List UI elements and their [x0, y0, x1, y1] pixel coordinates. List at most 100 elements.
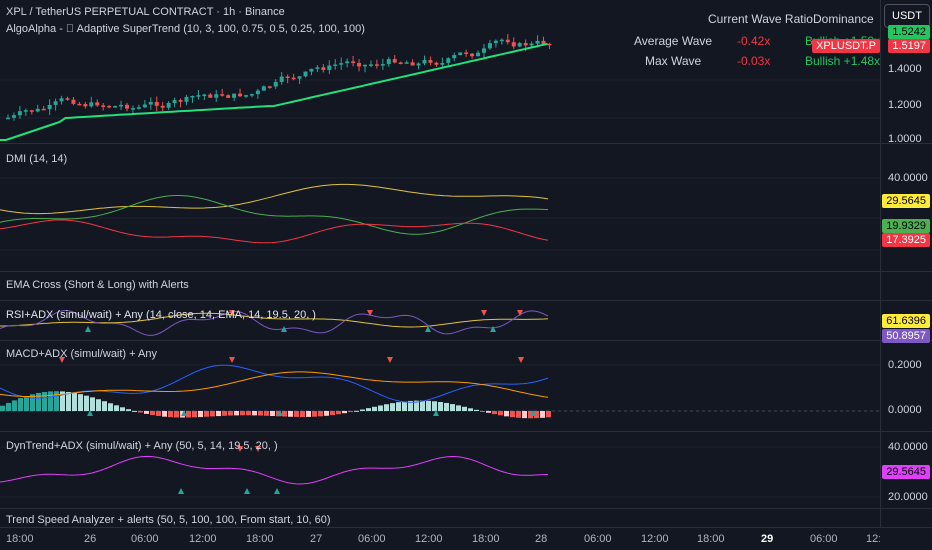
time-label: 18:00 [472, 533, 500, 545]
candle-body [482, 48, 486, 53]
macd-histogram-bar [198, 411, 203, 418]
candle-body [279, 76, 284, 82]
buy-signal-arrow [87, 410, 93, 416]
candle-body [41, 108, 46, 111]
macd-histogram-bar [396, 402, 401, 411]
macd-histogram-bar [330, 411, 335, 416]
candle-body [101, 105, 106, 107]
candle-body [214, 94, 219, 98]
macd-histogram-bar [282, 411, 287, 417]
supertrend-line [0, 42, 548, 141]
adx-line [0, 309, 549, 336]
candle-body [190, 96, 195, 98]
currency-button[interactable]: USDT [884, 4, 930, 28]
candle-body [368, 64, 373, 66]
macd-histogram-bar [126, 409, 131, 411]
dmi-adx-line [0, 183, 549, 215]
candle-body [333, 64, 338, 67]
pane-separator[interactable] [0, 508, 932, 509]
pane-separator[interactable] [0, 143, 932, 144]
dyntrend-line [0, 455, 549, 485]
candle-body [47, 104, 52, 110]
macd-histogram-bar [438, 402, 443, 411]
candle-body [535, 40, 540, 44]
time-label: 18:00 [697, 533, 725, 545]
macd-histogram-bar [96, 399, 101, 411]
candle-body [434, 62, 439, 65]
macd-histogram-bar [432, 401, 437, 411]
macd-histogram-bar [534, 411, 539, 419]
time-label: 06:00 [358, 533, 386, 545]
candle-body [440, 62, 445, 65]
candle-body [428, 60, 433, 63]
macd-histogram-bar [204, 411, 209, 417]
dyntrend-badge: 29.5645 [882, 465, 930, 479]
macd-histogram-bar [240, 411, 245, 416]
dmi-tick: 40.0000 [888, 172, 928, 184]
pane-separator[interactable] [0, 271, 932, 272]
candle-body [107, 105, 112, 108]
macd-histogram-bar [510, 411, 515, 418]
indicator-legend-trend-speed[interactable]: Trend Speed Analyzer + alerts (50, 5, 10… [6, 514, 331, 526]
macd-histogram-bar [132, 410, 137, 412]
macd-tick: 0.2000 [888, 359, 922, 371]
macd-histogram-bar [30, 394, 35, 411]
candle-body [148, 102, 153, 105]
macd-histogram-bar [150, 411, 155, 416]
macd-histogram-bar [270, 411, 275, 417]
candle-body [178, 100, 183, 102]
macd-histogram-bar [408, 400, 413, 411]
candle-body [244, 95, 248, 97]
macd-histogram-bar [174, 411, 179, 418]
pane-separator[interactable] [0, 300, 932, 301]
time-label: 12:00 [189, 533, 217, 545]
time-label: 18:00 [6, 533, 34, 545]
macd-histogram-bar [6, 402, 11, 411]
indicator-legend-rsi-adx[interactable]: RSI+ADX (simul/wait) + Any (14, close, 1… [6, 309, 316, 321]
indicator-legend-dmi[interactable]: DMI (14, 14) [6, 153, 68, 165]
macd-histogram-bar [402, 401, 407, 411]
macd-histogram-bar [168, 411, 173, 418]
symbol-title[interactable]: XPL / TetherUS PERPETUAL CONTRACT · 1h ·… [6, 6, 285, 18]
pane-separator[interactable] [0, 431, 932, 432]
macd-histogram-bar [90, 397, 95, 411]
macd-histogram-bar [348, 411, 353, 413]
time-label: 12:00 [641, 533, 669, 545]
macd-histogram-bar [306, 411, 311, 417]
time-label: 12:00 [866, 533, 880, 545]
macd-histogram-bar [48, 391, 53, 411]
price-axis[interactable] [880, 0, 932, 528]
indicator-legend-macd-adx[interactable]: MACD+ADX (simul/wait) + Any [6, 348, 157, 360]
macd-histogram-bar [144, 411, 149, 414]
macd-histogram-bar [318, 411, 323, 417]
indicator-legend-supertrend[interactable]: AlgoAlpha - ⃠ Adaptive SuperTrend (10, 3… [6, 23, 365, 35]
candle-body [261, 86, 266, 91]
time-label: 06:00 [584, 533, 612, 545]
macd-histogram-bar [234, 411, 239, 416]
candle-body [309, 68, 314, 72]
pane-separator[interactable] [0, 340, 932, 341]
macd-histogram-bar [444, 402, 449, 411]
dmi-minus-line [0, 219, 549, 244]
macd-signal-line [0, 371, 549, 398]
sell-signal-arrow [229, 357, 235, 363]
macd-histogram-bar [60, 391, 65, 411]
sell-signal-arrow [517, 310, 523, 316]
candle-body [130, 108, 135, 110]
candle-body [232, 93, 237, 98]
indicator-legend-ema-cross[interactable]: EMA Cross (Short & Long) with Alerts [6, 279, 189, 291]
macd-histogram-bar [288, 411, 293, 417]
macd-histogram-bar [162, 411, 167, 417]
macd-histogram-bar [480, 411, 485, 412]
time-label: 26 [84, 533, 97, 545]
dmi-badge-plus: 19.9329 [882, 219, 930, 233]
macd-histogram-bar [372, 406, 377, 411]
candle-body [464, 52, 469, 54]
macd-histogram-bar [492, 411, 497, 415]
macd-histogram-bar [456, 405, 461, 411]
buy-signal-arrow [181, 410, 187, 416]
macd-histogram-bar [156, 411, 161, 416]
indicator-legend-dyntrend[interactable]: DynTrend+ADX (simul/wait) + Any (50, 5, … [6, 440, 278, 452]
candle-body [422, 60, 427, 64]
